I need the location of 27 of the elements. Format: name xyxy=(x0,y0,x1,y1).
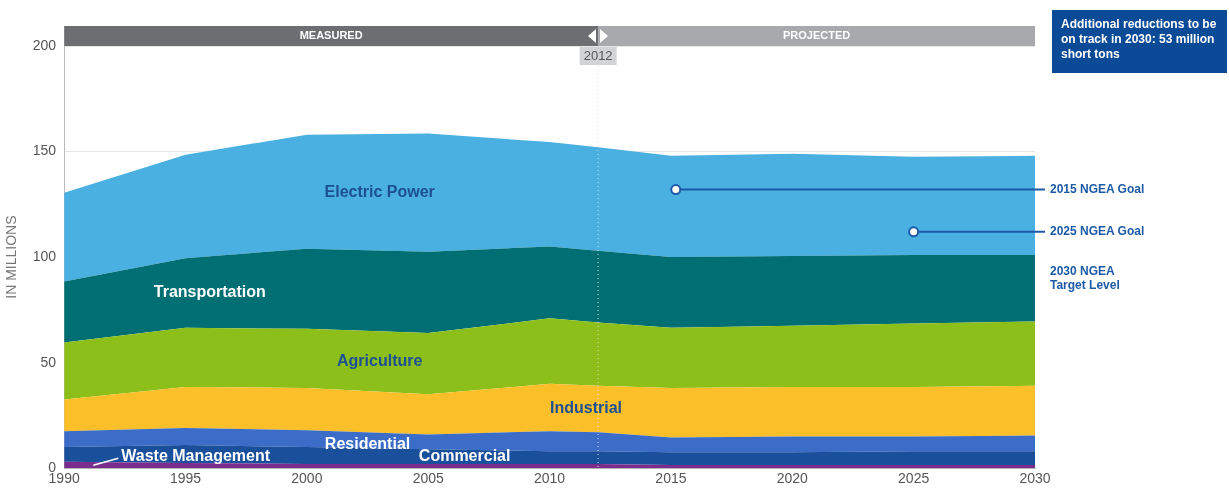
series-label: Commercial xyxy=(418,447,511,465)
x-tick-label: 1995 xyxy=(169,470,202,487)
annotation: 2015 NGEA Goal xyxy=(1050,181,1145,196)
x-tick-label: 2025 xyxy=(898,470,930,487)
text: MEASURED xyxy=(299,29,363,42)
y-tick-label: 100 xyxy=(32,247,57,264)
series-label: Transportation xyxy=(153,282,266,300)
series-label: Industrial xyxy=(549,399,622,417)
text: Additional reductions to be on track in 2030: 53 million short tons xyxy=(1061,17,1217,62)
x-tick-label: 2005 xyxy=(412,470,444,487)
series-label: Agriculture xyxy=(337,352,423,369)
text: PROJECTED xyxy=(782,29,851,42)
x-tick-label: 2000 xyxy=(291,470,323,487)
x-tick-label: 2030 xyxy=(1019,470,1051,487)
y-axis-title: IN MILLIONS xyxy=(3,215,20,299)
y-tick-label: 150 xyxy=(32,142,57,159)
series-label: Residential xyxy=(324,434,411,452)
series-label: Electric Power xyxy=(324,182,435,200)
x-tick-label: 2010 xyxy=(534,470,566,487)
y-tick-label: 50 xyxy=(40,353,57,370)
annotation: 2025 NGEA Goal xyxy=(1050,224,1145,239)
series-label: Waste Management xyxy=(121,446,271,464)
ref-line-label: 2012 xyxy=(583,47,613,63)
x-tick-label: 2015 xyxy=(655,470,687,487)
x-tick-label: 2020 xyxy=(776,470,809,487)
y-tick-label: 200 xyxy=(32,36,57,53)
text: 2030 NGEA Target Level xyxy=(1050,264,1120,293)
